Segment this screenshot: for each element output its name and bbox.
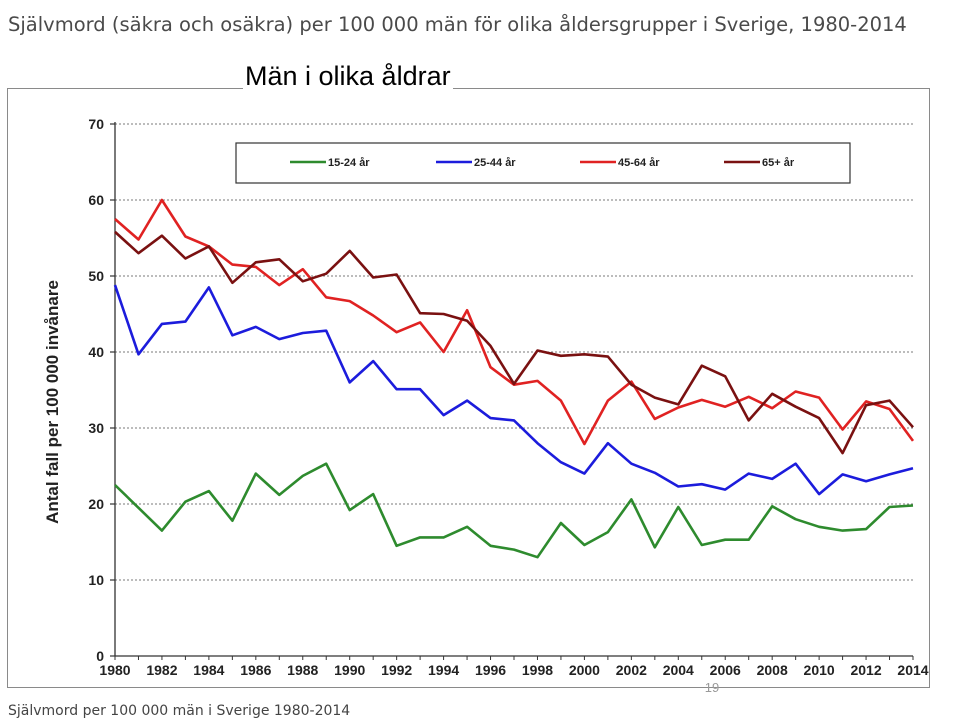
x-tick-label: 2002 (616, 662, 647, 678)
y-tick-label: 70 (88, 116, 104, 132)
x-tick-label: 2004 (663, 662, 694, 678)
y-axis-label: Antal fall per 100 000 invånare (43, 280, 62, 524)
legend-entry-label: 65+ år (762, 157, 795, 169)
figure-caption: Självmord per 100 000 män i Sverige 1980… (8, 703, 351, 719)
slide-title: Män i olika åldrar (243, 60, 453, 92)
x-tick-label: 1982 (146, 662, 177, 678)
page-heading: Självmord (säkra och osäkra) per 100 000… (8, 13, 907, 36)
y-tick-label: 20 (88, 496, 104, 512)
legend-entry-label: 15-24 år (328, 157, 370, 169)
x-tick-label: 1980 (99, 662, 130, 678)
legend: 15-24 år 25-44 år 45-64 år 65+ år (235, 142, 851, 184)
x-tick-label: 2008 (757, 662, 788, 678)
x-tick-label: 2014 (897, 662, 928, 678)
y-tick-label: 60 (88, 192, 104, 208)
y-tick-label: 40 (88, 344, 104, 360)
legend-entry-label: 25-44 år (474, 157, 516, 169)
legend-entry-label: 45-64 år (618, 157, 660, 169)
series-line-1 (114, 462, 914, 559)
x-tick-label: 1994 (428, 662, 459, 678)
x-tick-label: 1988 (287, 662, 318, 678)
series-line-2 (113, 284, 914, 496)
grid-lines (115, 123, 913, 581)
x-tick-label: 2000 (569, 662, 600, 678)
x-tick-label: 1990 (334, 662, 365, 678)
x-tick-label: 1984 (193, 662, 224, 678)
y-tick-labels: 0 10 20 30 40 50 60 70 (88, 116, 104, 664)
y-tick-label: 30 (88, 420, 104, 436)
y-tick-label: 50 (88, 268, 104, 284)
chart-frame (7, 88, 930, 688)
y-tick-label: 0 (96, 648, 104, 664)
series-lines (113, 198, 915, 559)
series-line-4 (114, 230, 914, 455)
y-tick-label: 10 (88, 572, 104, 588)
series-line-3 (114, 198, 915, 446)
x-tick-label: 2010 (804, 662, 835, 678)
x-tick-labels: 1980 1982 1984 1986 1988 1990 1992 1994 1996 1998… (99, 662, 928, 678)
x-tick-label: 1998 (522, 662, 553, 678)
x-tick-label: 1986 (240, 662, 271, 678)
axes (110, 122, 914, 660)
x-tick-label: 1996 (475, 662, 506, 678)
x-tick-label: 1992 (381, 662, 412, 678)
page-number: 19 (704, 680, 720, 695)
x-tick-label: 2012 (850, 662, 881, 678)
x-tick-label: 2006 (710, 662, 741, 678)
